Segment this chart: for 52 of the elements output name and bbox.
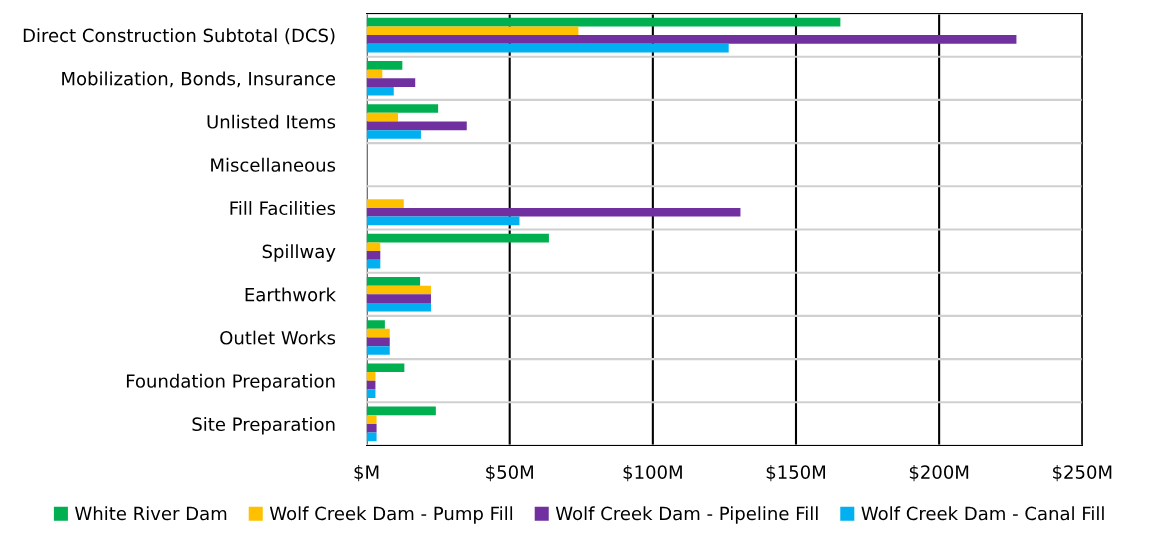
y-tick-label: Outlet Works [220,330,336,345]
y-tick-label: Site Preparation [192,417,335,435]
bar [366,337,390,347]
y-tick-label: Unlisted Items [207,114,336,129]
bar [366,43,729,53]
x-tick-label: $200M [909,464,969,482]
x-tick-label: $100M [623,464,682,482]
bar [366,346,390,355]
y-tick-label: Direct Construction Subtotal (DCS) [23,28,335,45]
bar [366,406,436,416]
bar [366,199,404,208]
bar [366,363,405,373]
bar [366,389,376,398]
legend-label: Wolf Creek Dam - Pipeline Fill [555,506,818,524]
x-tick-label: $M [354,464,379,482]
bar [366,216,520,226]
legend-label: Wolf Creek Dam - Pump Fill [269,506,513,524]
y-tick-label: Foundation Preparation [126,373,335,392]
bar [366,26,579,36]
bar [366,277,421,286]
bar [366,302,431,312]
bar [366,372,376,381]
bar [366,415,377,424]
bar [366,17,841,27]
bar [366,285,431,295]
bar [366,104,439,113]
bar [366,78,416,87]
y-tick-label: Mobilization, Bonds, Insurance [62,71,336,88]
bar [366,233,549,243]
x-tick-label: $250M [1053,464,1112,482]
bar [366,251,381,260]
bar [366,328,390,338]
bar [366,35,1017,44]
legend-label: White River Dam [75,506,227,521]
bar [366,121,467,131]
bar [366,112,399,122]
bar [366,207,741,217]
y-tick-label: Spillway [262,244,336,262]
y-tick-label: Fill Facilities [230,201,336,216]
bar [366,242,381,252]
bar [366,320,385,329]
bar [366,432,377,442]
bar [366,423,377,433]
bar [366,86,394,96]
legend-label: Wolf Creek Dam - Canal Fill [861,506,1104,521]
y-tick-label: Earthwork [245,287,336,302]
bar [366,130,421,139]
x-tick-label: $150M [766,464,825,482]
x-tick-label: $50M [486,464,533,482]
y-tick-label: Miscellaneous [211,157,336,172]
bar [366,61,403,70]
bar [366,294,431,303]
